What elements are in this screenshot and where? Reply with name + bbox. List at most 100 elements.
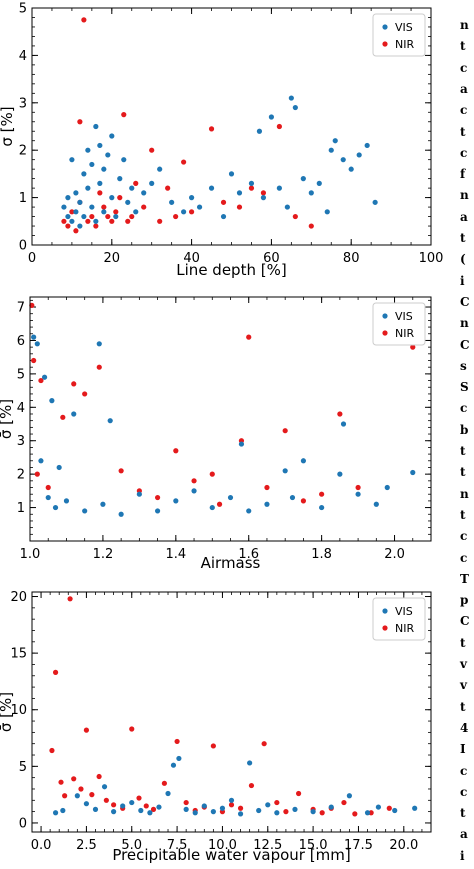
plot-frame xyxy=(31,591,432,833)
data-point-nir xyxy=(81,17,87,23)
data-point-vis xyxy=(147,810,153,816)
x-tick-label: 60 xyxy=(263,251,280,266)
y-tick-label: 3 xyxy=(19,96,27,111)
data-point-nir xyxy=(60,414,66,420)
data-point-nir xyxy=(248,185,255,191)
data-point-vis xyxy=(141,190,147,196)
data-point-nir xyxy=(118,468,124,474)
data-point-vis xyxy=(196,204,203,210)
data-point-vis xyxy=(71,411,77,417)
data-point-vis xyxy=(101,166,107,172)
data-point-nir xyxy=(62,793,68,799)
data-point-nir xyxy=(237,805,244,811)
margin-letter: I xyxy=(460,742,466,757)
data-point-vis xyxy=(192,810,198,816)
margin-letter: C xyxy=(460,614,470,629)
margin-letter: i xyxy=(460,848,465,863)
legend-marker-vis xyxy=(382,24,388,30)
data-point-nir xyxy=(276,123,282,130)
y-tick-label: 2 xyxy=(17,468,25,483)
data-point-nir xyxy=(69,209,75,215)
data-point-nir xyxy=(65,223,71,229)
data-point-vis xyxy=(412,805,418,811)
data-point-nir xyxy=(292,213,298,220)
data-point-vis xyxy=(93,218,99,224)
y-tick-label: 6 xyxy=(17,334,25,349)
x-tick-label: 1.4 xyxy=(165,547,186,562)
data-point-vis xyxy=(41,374,48,380)
data-point-vis xyxy=(264,501,270,507)
data-point-vis xyxy=(109,195,115,201)
data-point-nir xyxy=(96,773,102,780)
margin-letter: s xyxy=(460,358,467,373)
data-point-vis xyxy=(60,807,66,814)
data-point-vis xyxy=(101,784,108,790)
data-point-nir xyxy=(165,185,171,191)
data-point-nir xyxy=(83,727,90,733)
margin-letter: c xyxy=(460,529,468,544)
data-point-vis xyxy=(49,398,55,404)
data-point-nir xyxy=(183,799,189,806)
data-point-vis xyxy=(63,498,70,504)
data-point-nir xyxy=(173,213,179,220)
x-axis-label: Line depth [%] xyxy=(176,261,286,279)
data-point-vis xyxy=(328,804,334,810)
legend-marker-nir xyxy=(382,625,388,631)
data-point-vis xyxy=(176,755,182,762)
data-point-vis xyxy=(61,204,67,210)
data-point-vis xyxy=(154,508,161,514)
data-point-nir xyxy=(209,471,215,477)
margin-letter: t xyxy=(460,507,466,522)
data-point-vis xyxy=(138,807,144,814)
y-tick-label: 5 xyxy=(19,2,27,17)
data-point-nir xyxy=(77,119,83,125)
y-tick-label: 20 xyxy=(10,590,27,605)
data-point-vis xyxy=(300,458,307,464)
y-axis-label: σ̄ [%] xyxy=(0,692,15,732)
margin-letter: 4 xyxy=(460,720,469,735)
margin-letter: t xyxy=(460,465,466,480)
data-point-nir xyxy=(121,112,127,118)
data-point-vis xyxy=(210,809,216,815)
data-point-vis xyxy=(256,128,263,134)
data-point-nir xyxy=(149,147,155,153)
data-point-nir xyxy=(189,209,195,215)
margin-letter: t xyxy=(460,39,466,54)
data-point-nir xyxy=(319,491,325,497)
data-point-vis xyxy=(375,804,382,810)
data-point-vis xyxy=(189,195,195,201)
data-point-nir xyxy=(386,805,392,811)
data-point-nir xyxy=(216,501,223,507)
data-point-nir xyxy=(283,809,289,815)
data-point-vis xyxy=(125,199,131,205)
x-tick-label: 1.8 xyxy=(311,547,332,562)
data-point-nir xyxy=(248,782,255,789)
data-point-nir xyxy=(31,357,37,364)
legend-label-vis: VIS xyxy=(395,605,413,618)
data-point-nir xyxy=(296,790,302,797)
y-tick-label: 7 xyxy=(17,301,25,316)
data-point-vis xyxy=(288,95,294,101)
data-point-vis xyxy=(85,147,91,153)
plot-frame xyxy=(29,296,432,542)
plot-frame xyxy=(31,7,432,246)
margin-letter: t xyxy=(460,806,466,821)
x-tick-label: 10.0 xyxy=(208,838,237,853)
data-point-nir xyxy=(38,377,44,384)
data-point-nir xyxy=(82,391,88,397)
y-tick-label: 2 xyxy=(19,144,27,159)
data-point-vis xyxy=(34,341,40,347)
margin-letter: b xyxy=(460,422,469,437)
legend-label-nir: NIR xyxy=(395,38,414,51)
data-point-vis xyxy=(328,147,334,153)
data-point-nir xyxy=(129,726,135,732)
margin-letter: T xyxy=(460,571,469,586)
y-axis-label: σ̄ [%] xyxy=(0,399,15,439)
data-point-vis xyxy=(181,209,187,215)
data-point-vis xyxy=(38,458,44,464)
margin-letter: C xyxy=(460,294,470,309)
data-point-nir xyxy=(260,190,267,196)
data-point-vis xyxy=(316,180,322,186)
data-point-nir xyxy=(109,218,115,224)
data-point-nir xyxy=(319,810,325,816)
